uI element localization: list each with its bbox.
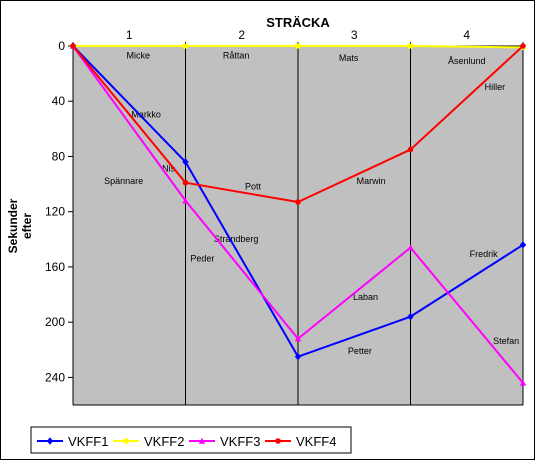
series-vkff4	[70, 43, 526, 205]
y-tick-label-200: 200	[45, 315, 65, 329]
point-vkff2-2	[295, 43, 301, 49]
point-vkff3-3	[407, 244, 414, 251]
y-tick-label-120: 120	[45, 205, 65, 219]
annotations: Micke Råttan Mats Åsenlund Hiller Markko Nis Sp…	[104, 50, 519, 355]
data-label-hiller: Hiller	[485, 82, 506, 92]
point-vkff2-1	[183, 43, 188, 49]
y-tick-label-160: 160	[45, 260, 65, 274]
legend-item-vkff1: VKFF1	[37, 434, 108, 449]
x-tick-label-2: 2	[238, 28, 245, 42]
point-vkff1-4	[519, 241, 527, 249]
data-label-peder: Peder	[190, 253, 214, 263]
point-vkff1-2	[294, 352, 302, 361]
data-label-spännare: Spännare	[104, 176, 143, 186]
legend-swatch-marker-vkff4	[275, 438, 281, 444]
point-vkff4-1	[182, 179, 189, 186]
x-tick-label-1: 1	[126, 28, 133, 42]
x-tick-label-3: 3	[351, 28, 358, 42]
chart-title: STRÄCKA	[266, 15, 330, 30]
data-label-nis: Nis	[162, 164, 175, 174]
data-label-petter: Petter	[348, 346, 372, 356]
data-label-micke: Micke	[126, 50, 150, 60]
legend-swatch-marker-vkff1	[46, 437, 54, 445]
y-tick-label-0: 0	[58, 39, 65, 53]
data-label-marwin: Marwin	[357, 176, 386, 186]
y-tick-label-40: 40	[52, 94, 66, 108]
point-vkff4-0	[70, 43, 76, 49]
legend-label-vkff4: VKFF4	[296, 434, 336, 449]
y-axis-label: Sekunder efter	[6, 198, 34, 253]
legend-label-vkff1: VKFF1	[68, 434, 108, 449]
point-vkff4-4	[520, 43, 526, 49]
point-vkff2-3	[408, 43, 413, 49]
data-label-pott: Pott	[245, 181, 262, 191]
y-axis-label-line-1: Sekunder	[6, 198, 20, 253]
data-label-mats: Mats	[339, 53, 359, 63]
data-label-strandberg: Strandberg	[214, 234, 259, 244]
point-vkff1-3	[407, 312, 414, 321]
point-vkff1-1	[182, 158, 189, 166]
legend-swatch-marker-vkff3	[198, 437, 206, 444]
point-vkff3-1	[182, 197, 189, 204]
series-layer	[69, 42, 527, 386]
legend-item-vkff4: VKFF4	[265, 434, 336, 449]
data-label-råttan: Råttan	[223, 50, 250, 60]
data-label-laban: Laban	[353, 292, 378, 302]
data-label-markko: Markko	[131, 110, 161, 120]
y-tick-label-240: 240	[45, 370, 65, 384]
point-vkff4-2	[295, 199, 301, 205]
data-label-åsenlund: Åsenlund	[448, 56, 486, 66]
legend-label-vkff3: VKFF3	[220, 434, 260, 449]
y-tick-label-80: 80	[52, 149, 66, 163]
legend-item-vkff3: VKFF3	[189, 434, 260, 449]
x-tick-label-4: 4	[463, 28, 470, 42]
legend-label-vkff2: VKFF2	[144, 434, 184, 449]
legend: VKFF1 VKFF2 VKFF3 VKFF4	[30, 426, 352, 454]
data-label-fredrik: Fredrik	[470, 249, 499, 259]
y-axis-label-line-2: efter	[20, 213, 34, 239]
point-vkff3-2	[294, 335, 302, 342]
point-vkff3-4	[519, 379, 527, 386]
legend-item-vkff2: VKFF2	[113, 434, 184, 449]
legend-swatch-marker-vkff2	[123, 438, 129, 444]
point-vkff4-3	[407, 146, 414, 153]
data-label-stefan: Stefan	[493, 336, 519, 346]
